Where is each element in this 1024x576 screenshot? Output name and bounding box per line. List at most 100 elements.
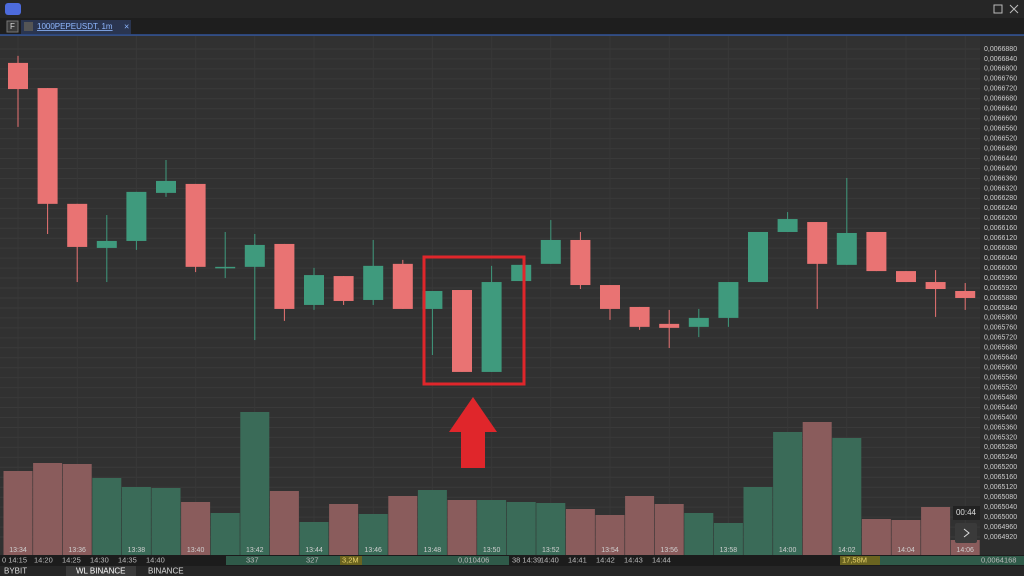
volume-bar <box>861 519 891 555</box>
volume-bar <box>477 500 507 555</box>
bottom-tab[interactable]: WL BINANCE <box>76 567 126 576</box>
volume-bar <box>595 515 625 555</box>
bottom-tab[interactable]: BINANCE <box>148 567 184 576</box>
status-text: 14:25 <box>62 555 81 564</box>
scroll-button[interactable] <box>955 523 977 543</box>
candle-body <box>244 244 265 267</box>
y-tick-label: 0,0065800 <box>984 315 1017 322</box>
candle-body <box>185 183 206 267</box>
volume-bar <box>269 491 299 555</box>
candle-body <box>629 306 650 327</box>
volume-bar <box>210 513 240 555</box>
volume-bar <box>33 463 63 555</box>
restore-button[interactable] <box>993 4 1003 14</box>
tab-bar <box>0 18 1024 35</box>
chart-tab[interactable] <box>21 20 131 34</box>
x-tick-label: 13:40 <box>187 547 205 554</box>
candle-body <box>422 291 443 309</box>
y-tick-label: 0,0066360 <box>984 175 1017 182</box>
volume-bar <box>329 504 359 555</box>
candle-body <box>8 62 28 90</box>
volume-bar <box>92 478 122 555</box>
title-bar <box>0 0 1024 18</box>
volume-bar <box>358 514 388 555</box>
y-tick-label: 0,0066840 <box>984 56 1017 63</box>
y-tick-label: 0,0065200 <box>984 464 1017 471</box>
candle-body <box>659 323 680 328</box>
close-button[interactable] <box>1009 4 1019 14</box>
y-tick-label: 0,0066000 <box>984 265 1017 272</box>
candle-body <box>540 239 561 264</box>
status-text: 14:42 <box>596 555 615 564</box>
x-tick-label: 13:48 <box>424 547 442 554</box>
status-text: 327 <box>306 555 319 564</box>
y-tick-label: 0,0065280 <box>984 444 1017 451</box>
candle-body <box>96 240 117 248</box>
volume-bar <box>625 496 655 555</box>
candle-body <box>304 275 324 305</box>
candle-body <box>363 265 384 300</box>
y-tick-label: 0,0066880 <box>984 46 1017 53</box>
y-tick-label: 0,0066560 <box>984 125 1017 132</box>
status-text: 14:44 <box>652 555 671 564</box>
status-text: 14:43 <box>624 555 643 564</box>
volume-bar <box>891 520 921 555</box>
status-text: 14:40 <box>540 555 559 564</box>
app-logo <box>5 3 21 15</box>
x-tick-label: 14:04 <box>897 547 915 554</box>
status-text: 0,0064168 <box>981 555 1016 564</box>
status-text: 3,2M <box>342 555 359 564</box>
volume-bar <box>388 496 418 555</box>
volume-bar <box>802 422 832 555</box>
y-tick-label: 0,0066400 <box>984 165 1017 172</box>
candle-body <box>836 232 857 265</box>
volume-bar <box>447 500 477 555</box>
countdown-box <box>953 506 980 520</box>
status-highlight <box>880 556 1024 565</box>
tab-title[interactable]: 1000PEPEUSDT, 1m <box>37 22 113 31</box>
y-tick-label: 0,0065480 <box>984 394 1017 401</box>
volume-bar <box>240 412 270 555</box>
volume-bar <box>299 522 329 555</box>
volume-bar <box>743 487 773 555</box>
volume-bar <box>654 504 684 555</box>
status-text: 14:30 <box>90 555 109 564</box>
y-tick-label: 0,0065840 <box>984 305 1017 312</box>
volume-bar <box>565 509 595 555</box>
candle-body <box>777 219 798 232</box>
volume-bar <box>121 487 151 555</box>
volume-bar <box>62 464 92 555</box>
volume-bar <box>950 540 980 555</box>
candle-body <box>925 282 946 290</box>
x-tick-label: 14:00 <box>779 547 797 554</box>
scroll-icon <box>963 528 970 538</box>
y-tick-label: 0,0064960 <box>984 524 1017 531</box>
y-tick-label: 0,0065640 <box>984 355 1017 362</box>
status-highlight <box>226 556 509 565</box>
y-tick-label: 0,0065880 <box>984 295 1017 302</box>
x-tick-label: 13:34 <box>9 547 27 554</box>
volume-bar <box>417 490 447 555</box>
candle-body <box>156 180 176 193</box>
status-text: 0,010406 <box>458 555 489 564</box>
x-tick-label: 13:52 <box>542 547 560 554</box>
candle-body <box>392 263 413 309</box>
volume-bar <box>773 432 803 555</box>
candle-body <box>866 231 887 272</box>
y-tick-label: 0,0065600 <box>984 365 1017 372</box>
tab-close[interactable]: × <box>124 21 129 31</box>
y-tick-label: 0,0066720 <box>984 86 1017 93</box>
x-tick-label: 13:44 <box>305 547 323 554</box>
candle-body <box>955 291 976 298</box>
tab-icon <box>24 22 33 31</box>
y-tick-label: 0,0066040 <box>984 255 1017 262</box>
status-highlight <box>840 556 880 565</box>
candle-body <box>896 271 916 283</box>
y-tick-label: 0,0065920 <box>984 285 1017 292</box>
candle-body <box>67 203 88 247</box>
bottom-tab[interactable]: BYBIT <box>4 567 27 576</box>
status-text: 38 14:39 <box>512 555 541 564</box>
candle-body <box>37 88 58 204</box>
y-tick-label: 0,0065760 <box>984 325 1017 332</box>
price-axis <box>980 36 1024 555</box>
